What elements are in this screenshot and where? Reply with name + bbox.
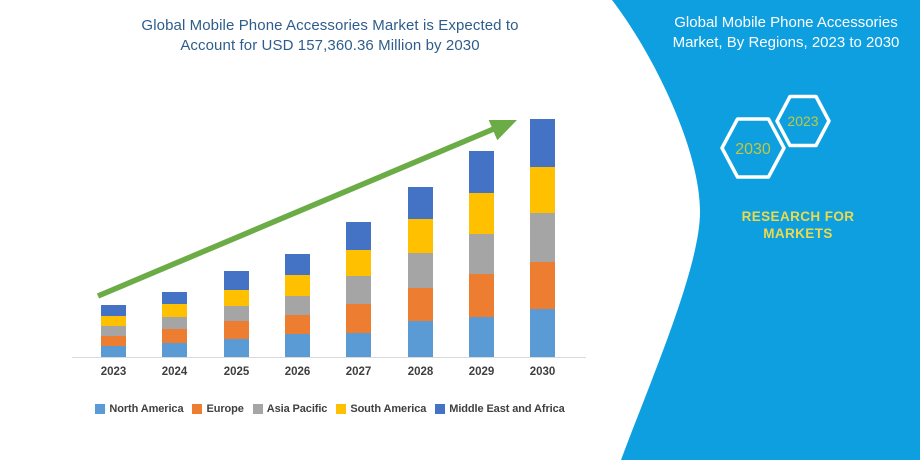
stacked-bar-2027 [346,222,371,357]
x-axis-line [72,357,586,358]
bar-segment [408,288,433,321]
bar-segment [530,119,555,167]
legend-item: Middle East and Africa [435,403,565,415]
hexagon-badge-2023: 2023 [775,94,831,148]
legend-label: Asia Pacific [266,403,328,415]
bar-segment [346,304,371,333]
brand-line1: RESEARCH FOR [741,209,855,224]
bar-segment [101,346,126,357]
bar-segment [101,316,126,326]
bar-segment [408,253,433,288]
x-axis-tick-label: 2026 [284,366,311,378]
bar-segment [530,167,555,213]
stacked-bar-2023 [101,305,126,357]
bar-segment [101,305,126,316]
brand-line2: MARKETS [763,226,833,241]
stacked-bar-2029 [469,151,494,357]
brand-text: RESEARCH FOR MARKETS [698,208,898,242]
bar-segment [101,326,126,336]
growth-arrow-head [488,120,517,141]
bar-segment [530,213,555,262]
bar-segment [469,151,494,193]
legend-item: Asia Pacific [252,403,328,415]
bar-segment [224,290,249,306]
stacked-bar-2025 [224,271,249,357]
bar-segment [101,336,126,346]
bar-segment [224,306,249,321]
hexagon-2023-outline-icon [775,94,831,148]
stacked-bar-2030 [530,119,555,357]
legend-label: North America [109,403,184,415]
legend-label: Europe [206,403,244,415]
legend-swatch-icon [435,404,446,414]
chart-legend: North America Europe Asia Pacific South Ame… [70,403,590,415]
legend-item: North America [95,403,184,415]
bar-segment [285,315,310,334]
bar-segment [285,334,310,357]
bar-segment [469,274,494,317]
bar-segment [162,317,187,329]
bar-segment [285,275,310,296]
bar-segment [346,250,371,276]
hexagon-badge-2030: 2030 [720,117,786,179]
legend-swatch-icon [192,404,203,414]
sidebar-title: Global Mobile Phone Accessories Market, … [652,13,920,53]
stacked-bar-2024 [162,292,187,357]
bar-segment [224,321,249,339]
bar-segment [530,262,555,309]
bar-segment [408,321,433,357]
bar-segment [469,193,494,234]
chart-title-line1: Global Mobile Phone Accessories Market i… [141,17,519,34]
bar-segment [408,219,433,253]
x-axis-tick-label: 2025 [223,366,250,378]
bar-segment [285,254,310,275]
bar-segment [346,333,371,357]
stacked-bar-2026 [285,254,310,357]
legend-label: South America [350,403,427,415]
chart-title: Global Mobile Phone Accessories Market i… [70,16,590,56]
legend-item: Europe [192,403,244,415]
hexagon-2030-outline-icon [720,117,786,179]
legend-label: Middle East and Africa [449,403,565,415]
stacked-bar-2028 [408,187,433,357]
bar-segment [408,187,433,219]
legend-swatch-icon [252,404,263,414]
x-axis-tick-label: 2027 [345,366,372,378]
hexagon-2030-label: 2030 [735,141,771,158]
bar-segment [224,339,249,357]
sidebar-title-line1: Global Mobile Phone Accessories [674,14,898,31]
bar-segment [469,234,494,274]
bar-segment [285,296,310,315]
legend-swatch-icon [95,404,106,414]
bar-segment [346,276,371,304]
x-axis-tick-label: 2023 [100,366,127,378]
bar-segment [162,343,187,357]
x-axis-tick-label: 2030 [529,366,556,378]
chart-title-line2: Account for USD 157,360.36 Million by 20… [180,37,480,54]
x-axis-tick-label: 2029 [468,366,495,378]
bar-segment [162,292,187,304]
bar-segment [530,309,555,357]
bar-segment [224,271,249,290]
bar-segment [346,222,371,250]
x-axis-tick-label: 2024 [161,366,188,378]
legend-swatch-icon [336,404,347,414]
bar-segment [162,329,187,343]
hexagon-2023-label: 2023 [787,113,818,129]
legend-item: South America [336,403,426,415]
bar-segment [162,304,187,317]
bar-segment [469,317,494,357]
sidebar-title-line2: Market, By Regions, 2023 to 2030 [672,34,900,51]
x-axis-tick-label: 2028 [407,366,434,378]
